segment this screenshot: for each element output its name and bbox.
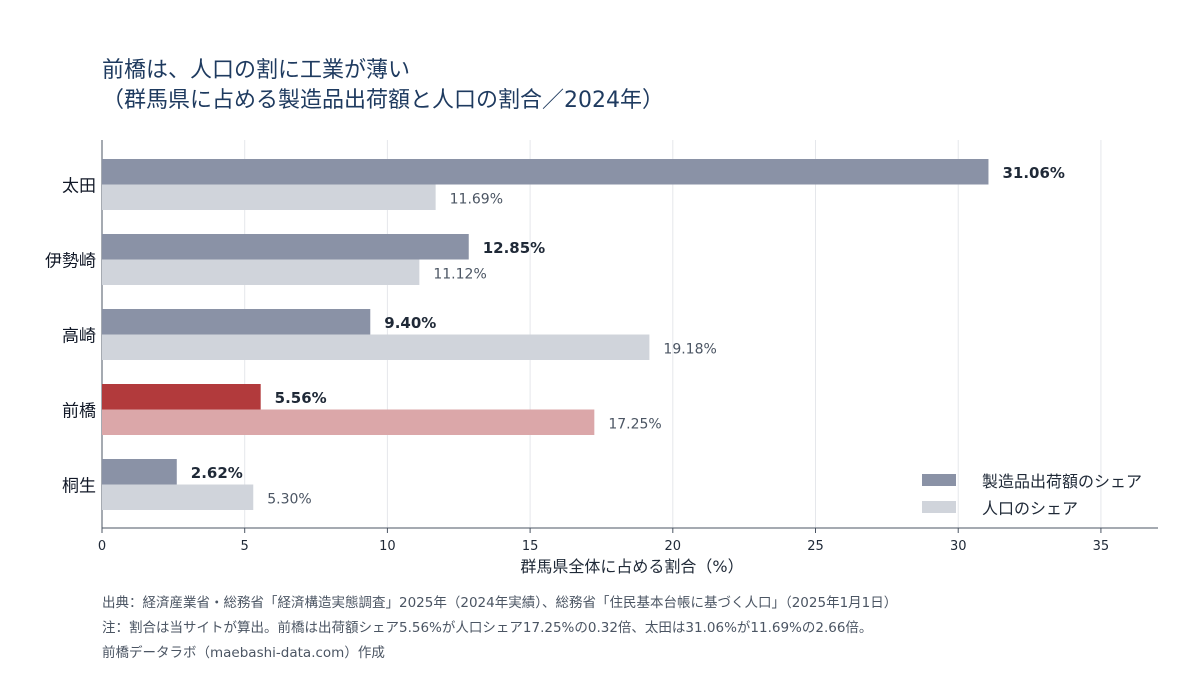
x-tick-label: 30 xyxy=(950,539,967,554)
x-tick-label: 20 xyxy=(665,539,682,554)
footnotes: 出典：経済産業省・総務省「経済構造実態調査」2025年（2024年実績）、総務省… xyxy=(102,591,897,666)
bar-population xyxy=(102,484,254,510)
x-tick-label: 15 xyxy=(522,539,539,554)
category-label: 桐生 xyxy=(62,477,96,497)
legend-item-population: 人口のシェア xyxy=(922,493,1142,520)
bar-label-population: 17.25% xyxy=(608,416,661,432)
legend-label-population: 人口のシェア xyxy=(982,498,1079,518)
legend-swatch-population xyxy=(922,500,956,513)
bar-label-population: 11.12% xyxy=(433,266,486,282)
bar-shipment xyxy=(102,234,469,260)
bar-population xyxy=(102,184,436,210)
legend-item-shipment: 製造品出荷額のシェア xyxy=(922,466,1142,493)
bar-label-shipment: 2.62% xyxy=(191,464,243,482)
x-tick-label: 10 xyxy=(379,539,396,554)
bar-label-shipment: 12.85% xyxy=(483,239,545,257)
chart-title: 前橋は、人口の割に工業が薄い （群馬県に占める製造品出荷額と人口の割合／2024… xyxy=(102,56,664,116)
credit-note: 前橋データラボ（maebashi-data.com）作成 xyxy=(102,645,385,661)
legend-label-shipment: 製造品出荷額のシェア xyxy=(982,471,1143,491)
bar-shipment xyxy=(102,309,371,335)
x-tick-label: 25 xyxy=(807,539,824,554)
x-tick-label: 0 xyxy=(98,539,106,554)
bar-label-shipment: 31.06% xyxy=(1002,164,1064,182)
bar-shipment xyxy=(102,459,177,485)
chart-title-line1: 前橋は、人口の割に工業が薄い xyxy=(102,58,411,83)
chart-title-line2: （群馬県に占める製造品出荷額と人口の割合／2024年） xyxy=(102,88,664,113)
category-label: 前橋 xyxy=(62,402,96,422)
bar-label-population: 19.18% xyxy=(663,341,716,357)
bar-label-population: 5.30% xyxy=(267,491,311,507)
bar-population xyxy=(102,334,650,360)
category-label: 伊勢崎 xyxy=(45,252,96,272)
source-note: 出典：経済産業省・総務省「経済構造実態調査」2025年（2024年実績）、総務省… xyxy=(102,595,898,611)
bar-shipment xyxy=(102,384,261,410)
x-axis-label: 群馬県全体に占める割合（%） xyxy=(520,557,743,576)
calculation-note: 注：割合は当サイトが算出。前橋は出荷額シェア5.56%が人口シェア17.25%の… xyxy=(102,620,873,636)
bar-population xyxy=(102,409,595,435)
category-label: 太田 xyxy=(62,177,96,197)
bar-label-shipment: 5.56% xyxy=(275,389,327,407)
category-label: 高崎 xyxy=(62,327,96,347)
x-tick-label: 5 xyxy=(241,539,249,554)
bar-shipment xyxy=(102,159,989,185)
x-tick-label: 35 xyxy=(1093,539,1110,554)
legend: 製造品出荷額のシェア 人口のシェア xyxy=(922,466,1142,520)
bar-label-shipment: 9.40% xyxy=(384,314,436,332)
bar-label-population: 11.69% xyxy=(450,191,503,207)
legend-swatch-shipment xyxy=(922,473,956,486)
bar-population xyxy=(102,259,420,285)
